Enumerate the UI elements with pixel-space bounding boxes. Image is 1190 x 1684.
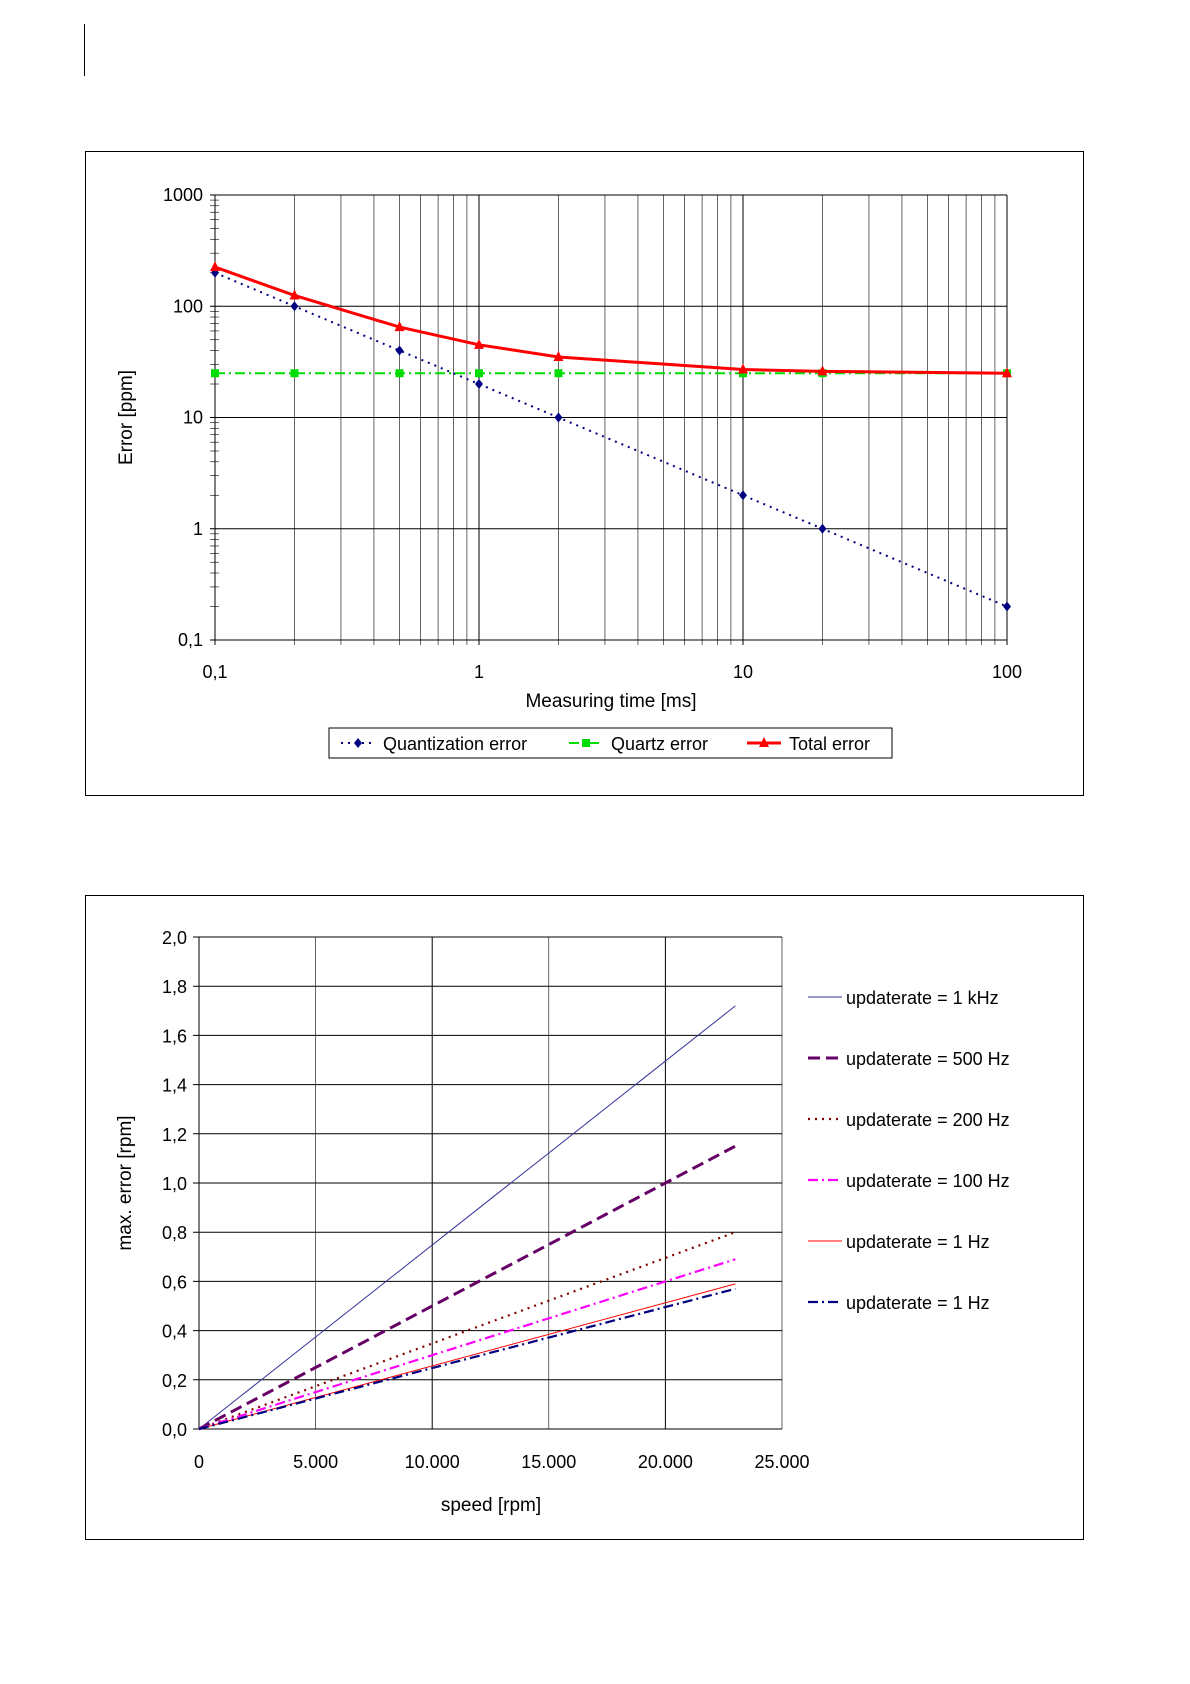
square-marker (395, 369, 404, 378)
legend-label: Total error (789, 734, 870, 754)
y-tick-label: 1 (193, 519, 203, 539)
x-axis-title: speed [rpm] (441, 1495, 541, 1516)
series-line (198, 1287, 736, 1431)
y-tick-label: 0,8 (162, 1223, 187, 1243)
x-tick-label: 0 (194, 1452, 204, 1472)
diamond-marker (1003, 601, 1011, 612)
triangle-marker (474, 338, 484, 349)
y-tick-label: 1,4 (162, 1076, 187, 1096)
x-axis-title: Measuring time [ms] (525, 691, 696, 712)
diamond-marker (818, 523, 827, 534)
legend-label: updaterate = 1 Hz (846, 1293, 990, 1313)
chart2-svg: 0,0 0,2 0,4 0,6 0,8 1,0 1,2 1,4 1,6 1,8 2,0 0 5.000 1… (115, 928, 1010, 1516)
legend-label: updaterate = 1 Hz (846, 1232, 990, 1252)
y-tick-label: 2,0 (162, 928, 187, 948)
chart1-svg: 0,1 1 10 100 1000 0,1 1 10 100 Measuring time [ms… (116, 185, 1022, 759)
legend-label: Quantization error (383, 734, 527, 754)
y-tick-label: 10 (183, 408, 203, 428)
error-vs-time-chart: 0,1 1 10 100 1000 0,1 1 10 100 Measuring time [ms… (85, 151, 1084, 796)
margin-line (84, 24, 85, 76)
y-tick-label: 1,0 (162, 1174, 187, 1194)
square-marker (211, 369, 219, 378)
y-tick-label: 0,1 (178, 630, 203, 650)
y-axis-title: Error [ppm] (116, 370, 137, 465)
y-tick-label: 0,0 (162, 1420, 187, 1440)
series-line (198, 1283, 736, 1430)
x-tick-label: 10.000 (405, 1452, 460, 1472)
series-line (198, 1144, 737, 1431)
triangle-marker (553, 350, 564, 361)
triangle-marker (817, 365, 828, 376)
legend-label: updaterate = 1 kHz (846, 988, 999, 1008)
diamond-marker (290, 301, 299, 312)
diamond-marker (475, 379, 483, 390)
x-tick-label: 10 (733, 662, 753, 682)
triangle-marker (210, 261, 220, 272)
diamond-marker (354, 738, 362, 748)
square-marker (475, 369, 483, 378)
series-line-total-error (214, 265, 1008, 375)
y-tick-label: 0,4 (162, 1322, 187, 1342)
y-tick-label: 1,8 (162, 977, 187, 997)
x-tick-label: 20.000 (638, 1452, 693, 1472)
square-marker (582, 739, 590, 747)
series-line (198, 1005, 736, 1430)
x-tick-label: 100 (992, 662, 1022, 682)
square-marker (290, 369, 299, 378)
diamond-marker (739, 490, 747, 501)
triangle-marker (289, 289, 300, 300)
triangle-marker (759, 737, 769, 747)
series-line (198, 1231, 736, 1431)
y-tick-label: 1000 (163, 185, 203, 205)
x-tick-label: 1 (474, 662, 484, 682)
triangle-marker (394, 321, 405, 332)
y-tick-label: 1,2 (162, 1125, 187, 1145)
series-line (198, 1258, 736, 1431)
diamond-marker (554, 412, 563, 423)
legend-label: Quartz error (611, 734, 708, 754)
legend-label: updaterate = 500 Hz (846, 1049, 1010, 1069)
x-tick-label: 0,1 (202, 662, 227, 682)
legend-label: updaterate = 200 Hz (846, 1110, 1010, 1130)
diamond-marker (211, 267, 219, 278)
legend-box (328, 727, 893, 759)
series-line-quantization-error (214, 271, 1008, 608)
y-tick-label: 1,6 (162, 1026, 187, 1046)
x-tick-label: 5.000 (293, 1452, 338, 1472)
triangle-marker (738, 363, 748, 374)
y-tick-label: 0,6 (162, 1272, 187, 1292)
square-marker (554, 369, 563, 378)
diamond-marker (395, 345, 404, 356)
error-vs-speed-chart: 0,0 0,2 0,4 0,6 0,8 1,0 1,2 1,4 1,6 1,8 2,0 0 5.000 1… (85, 895, 1084, 1540)
triangle-marker (1002, 367, 1012, 378)
x-tick-label: 25.000 (754, 1452, 809, 1472)
y-axis-title: max. error [rpm] (115, 1115, 136, 1250)
legend-label: updaterate = 100 Hz (846, 1171, 1010, 1191)
y-tick-label: 100 (173, 296, 203, 316)
y-tick-label: 0,2 (162, 1371, 187, 1391)
x-tick-label: 15.000 (521, 1452, 576, 1472)
